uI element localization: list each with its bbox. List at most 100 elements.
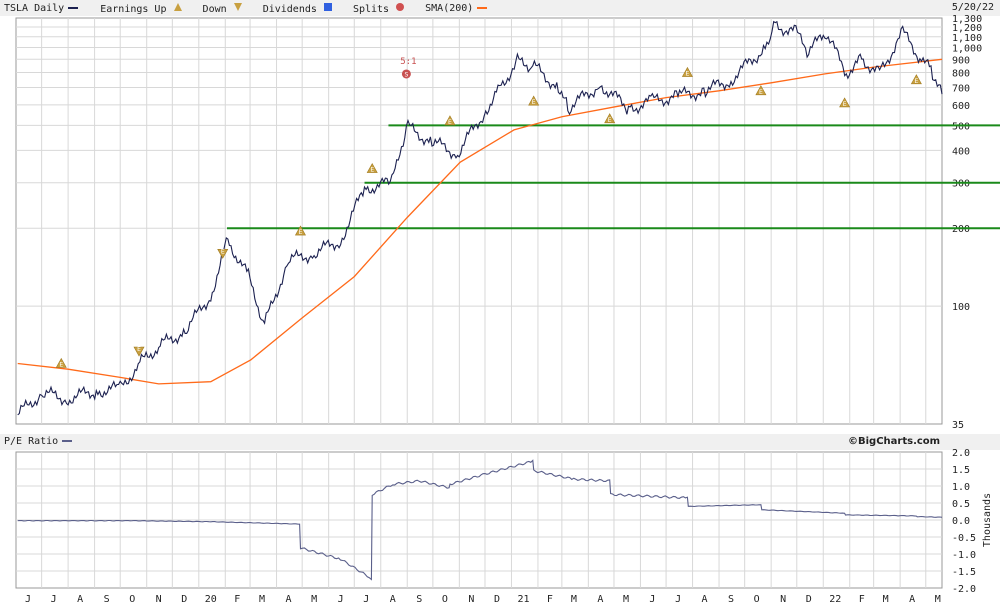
price-y-tick-label: 300: [952, 179, 970, 190]
pe-y-tick-label: 0.5: [952, 499, 970, 510]
x-tick-label: M: [883, 594, 889, 605]
pe-y-tick-label: 0.0: [952, 516, 970, 527]
x-tick-label: A: [390, 594, 396, 605]
legend-earnings-down-label: Down: [202, 3, 227, 15]
x-tick-label: 21: [517, 594, 529, 605]
x-tick-label: S: [728, 594, 734, 605]
earnings-letter: E: [370, 167, 374, 174]
earnings-letter: E: [914, 78, 918, 85]
x-tick-label: F: [234, 594, 240, 605]
split-marker-letter: S: [404, 71, 408, 78]
earnings-triangle: [217, 248, 229, 259]
earnings-letter: E: [59, 361, 63, 368]
legend-splits-label: Splits: [352, 3, 390, 15]
x-tick-label: J: [25, 594, 31, 605]
earnings-triangle: [133, 346, 145, 357]
earnings-letter: E: [843, 101, 847, 108]
price-y-tick-label: 100: [952, 302, 970, 313]
earnings-letter: E: [686, 71, 690, 78]
earnings-triangle: [839, 97, 851, 108]
legend-earnings-up-label: Earnings Up: [100, 3, 167, 15]
price-y-tick-label: 500: [952, 121, 970, 132]
symbol-label: TSLA Daily: [4, 2, 65, 14]
x-tick-label: A: [909, 594, 915, 605]
dividend-icon: [323, 3, 332, 11]
price-y-tick-label: 400: [952, 146, 970, 157]
x-tick-label: M: [311, 594, 317, 605]
earnings-down-marker: E: [133, 346, 145, 357]
earnings-letter: E: [759, 89, 763, 96]
x-tick-label: O: [129, 594, 135, 605]
pe-panel-label: P/E Ratio: [4, 436, 74, 447]
pe-y-tick-label: -1.0: [952, 550, 976, 561]
price-y-tick-label: 200: [952, 224, 970, 235]
legend-sma: SMA(200): [425, 3, 489, 15]
price-y-tick-label: 1,300: [952, 14, 982, 25]
pe-y-axis-label: Thousands: [982, 493, 993, 547]
earnings-letter: E: [137, 346, 141, 353]
x-tick-label: N: [780, 594, 786, 605]
x-tick-label: J: [51, 594, 57, 605]
triangle-down-icon: [233, 3, 242, 11]
price-line-swatch-icon: [68, 7, 79, 10]
earnings-letter: E: [608, 117, 612, 124]
x-tick-label: S: [104, 594, 110, 605]
x-tick-label: O: [754, 594, 760, 605]
pe-panel-header: P/E Ratio ©BigCharts.com: [0, 434, 1000, 450]
price-y-tick-label: 35: [952, 420, 964, 431]
brand-label: ©BigCharts.com: [848, 436, 941, 447]
x-tick-label: F: [859, 594, 865, 605]
earnings-up-marker: E: [294, 225, 306, 236]
x-tick-label: J: [649, 594, 655, 605]
legend-splits: Splits: [353, 2, 405, 15]
chart-date: 5/20/22: [951, 2, 994, 13]
pe-y-tick-label: -0.5: [952, 533, 976, 544]
legend-dividends: Dividends: [263, 2, 333, 15]
x-tick-label: D: [181, 594, 187, 605]
x-tick-label: M: [259, 594, 265, 605]
pe-ratio-line: [17, 459, 943, 581]
x-tick-label: D: [494, 594, 500, 605]
earnings-triangle: [755, 85, 767, 96]
triangle-up-icon: [173, 3, 182, 11]
earnings-letter: E: [221, 248, 225, 255]
price-y-tick-label: 600: [952, 101, 970, 112]
price-panel-frame: [15, 17, 943, 425]
price-y-tick-label: 1,200: [952, 23, 982, 34]
legend-earnings-up: Earnings Up: [100, 2, 182, 15]
earnings-down-marker: E: [217, 248, 229, 259]
earnings-up-marker: E: [366, 163, 378, 174]
price-line: [17, 20, 943, 416]
price-y-tick-label: 700: [952, 84, 970, 95]
earnings-triangle: [55, 357, 67, 368]
x-tick-label: A: [77, 594, 83, 605]
x-tick-label: J: [338, 594, 344, 605]
x-tick-label: M: [571, 594, 577, 605]
x-tick-label: A: [702, 594, 708, 605]
pe-y-tick-label: 1.5: [952, 465, 970, 476]
earnings-triangle: [294, 225, 306, 236]
legend-dividends-label: Dividends: [262, 3, 317, 15]
x-tick-label: M: [935, 594, 941, 605]
earnings-up-marker: E: [910, 74, 922, 85]
earnings-triangle: [444, 115, 456, 126]
x-tick-label: J: [675, 594, 681, 605]
x-tick-label: N: [156, 594, 162, 605]
x-tick-label: M: [623, 594, 629, 605]
earnings-up-marker: E: [55, 357, 67, 368]
earnings-letter: E: [532, 99, 536, 106]
pe-y-tick-label: -1.5: [952, 567, 976, 578]
x-tick-label: 22: [829, 594, 841, 605]
x-tick-label: F: [547, 594, 553, 605]
x-tick-label: A: [597, 594, 603, 605]
pe-y-tick-label: 2.0: [952, 448, 970, 459]
x-tick-label: D: [806, 594, 812, 605]
split-icon: [396, 3, 405, 11]
price-y-tick-label: 1,100: [952, 33, 982, 44]
sma200-line: [17, 58, 943, 385]
earnings-letter: E: [299, 229, 303, 236]
earnings-up-marker: E: [604, 113, 616, 124]
earnings-letter: E: [448, 119, 452, 126]
pe-y-tick-label: -2.0: [952, 584, 976, 595]
